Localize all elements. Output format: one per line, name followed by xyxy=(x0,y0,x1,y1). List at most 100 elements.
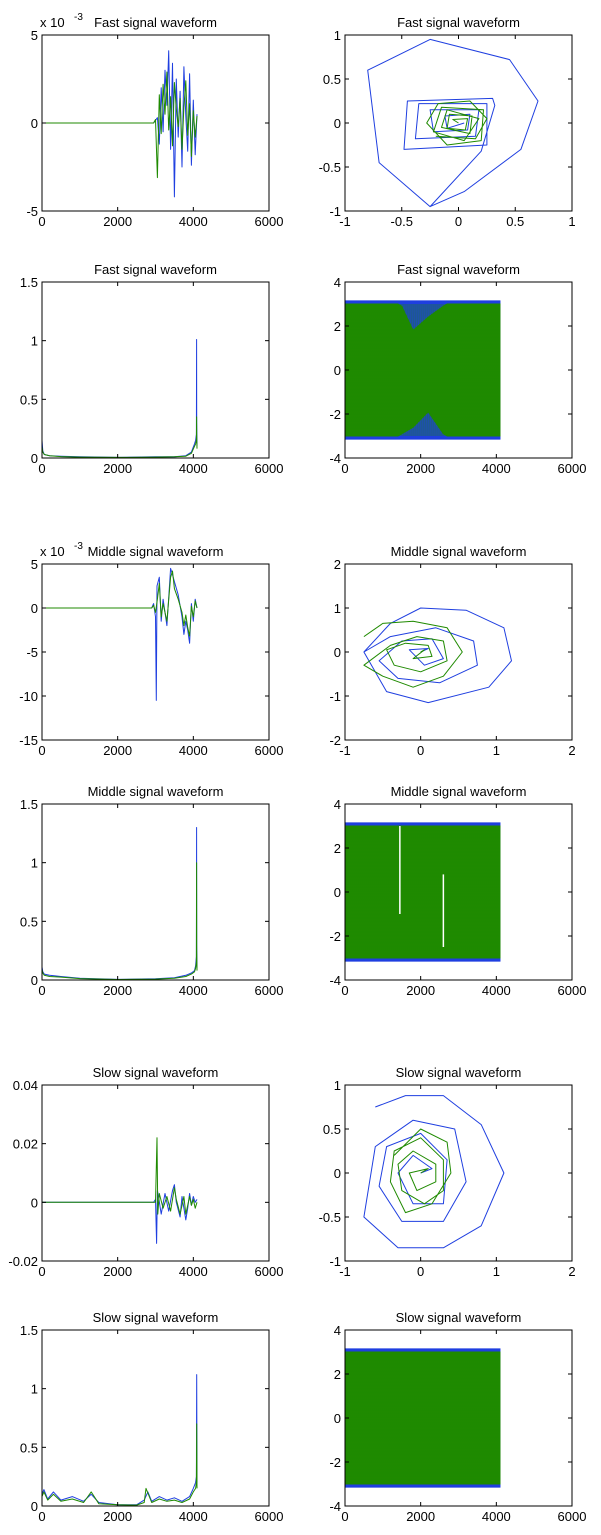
plot-area xyxy=(42,567,198,701)
x-tick-label: 2 xyxy=(568,743,575,758)
axes-box xyxy=(344,1084,573,1262)
x-tick-label: 1 xyxy=(568,214,575,229)
chart-slow-complex: -1 0 1 2 -1 -0.5 0 0.5 1 Slow signal waveform xyxy=(319,1065,576,1279)
plot-area xyxy=(363,607,512,704)
x-tick-label: 2000 xyxy=(406,461,435,476)
axes-box xyxy=(41,1329,270,1507)
y-tick-label: 5 xyxy=(31,557,38,572)
y-exponent-value: -3 xyxy=(74,541,83,552)
series-green-line xyxy=(389,1128,452,1214)
y-tick-label: 1 xyxy=(31,334,38,349)
y-tick-label: -1 xyxy=(329,1254,341,1269)
chart-title: Slow signal waveform xyxy=(396,1065,522,1080)
series-blue-line xyxy=(363,607,512,704)
x-tick-label: 0 xyxy=(341,461,348,476)
y-tick-label: -4 xyxy=(329,1499,341,1514)
y-tick-label: -15 xyxy=(19,733,38,748)
plot-area xyxy=(345,300,501,440)
chart-title: Middle signal waveform xyxy=(88,784,224,799)
y-tick-label: 0.5 xyxy=(20,1440,38,1455)
chart-title: Middle signal waveform xyxy=(391,544,527,559)
axes-box xyxy=(41,803,270,981)
series-blue-line xyxy=(363,1095,505,1249)
x-tick-label: 6000 xyxy=(255,1264,284,1279)
x-tick-label: 1 xyxy=(493,743,500,758)
y-exponent-value: -3 xyxy=(74,12,83,23)
series-green-line xyxy=(363,620,463,688)
chart-title: Fast signal waveform xyxy=(94,15,217,30)
y-tick-label: 5 xyxy=(31,28,38,43)
chart-title: Slow signal waveform xyxy=(93,1310,219,1325)
x-tick-label: 2000 xyxy=(406,1509,435,1524)
y-tick-label: 1 xyxy=(334,28,341,43)
x-tick-label: 6000 xyxy=(255,214,284,229)
chart-fast-phase: 0 2000 4000 6000 -4 -2 0 2 4 Fast signal waveform xyxy=(329,262,586,476)
x-tick-label: 4000 xyxy=(482,983,511,998)
x-tick-label: 2000 xyxy=(406,983,435,998)
y-tick-label: 0.5 xyxy=(323,1122,341,1137)
plot-area xyxy=(363,1095,505,1249)
y-tick-label: 1.5 xyxy=(20,275,38,290)
x-tick-label: -0.5 xyxy=(391,214,413,229)
x-tick-label: 4000 xyxy=(482,1509,511,1524)
x-tick-label: 4000 xyxy=(179,743,208,758)
chart-middle-magnitude: 0 2000 4000 6000 0 0.5 1 1.5 Middle signal wavef… xyxy=(20,784,284,998)
plot-area xyxy=(42,1374,198,1506)
x-tick-label: 0 xyxy=(38,461,45,476)
y-tick-label: -2 xyxy=(329,407,341,422)
x-tick-label: 0 xyxy=(38,214,45,229)
series-green-line xyxy=(42,570,198,637)
x-tick-label: 0 xyxy=(341,1509,348,1524)
axes-box xyxy=(344,563,573,741)
y-tick-label: -5 xyxy=(26,204,38,219)
x-tick-label: 0 xyxy=(455,214,462,229)
y-tick-label: -0.5 xyxy=(319,160,341,175)
y-tick-label: -2 xyxy=(329,1455,341,1470)
y-tick-label: -10 xyxy=(19,689,38,704)
y-tick-label: -4 xyxy=(329,451,341,466)
chart-title: Fast signal waveform xyxy=(94,262,217,277)
y-tick-label: 2 xyxy=(334,1367,341,1382)
chart-middle-time: 0 2000 4000 6000 -15 -10 -5 0 5 Middle signal wav… xyxy=(19,541,283,758)
plot-area xyxy=(42,1137,198,1244)
chart-slow-magnitude: 0 2000 4000 6000 0 0.5 1 1.5 Slow signal wavefor… xyxy=(20,1310,284,1524)
chart-fast-complex: -1 -0.5 0 0.5 1 -1 -0.5 0 0.5 1 Fast signal wavefo… xyxy=(319,15,576,229)
y-tick-label: 4 xyxy=(334,1323,341,1338)
y-tick-label: -2 xyxy=(329,929,341,944)
y-tick-label: 0 xyxy=(334,1411,341,1426)
plot-area xyxy=(345,822,501,962)
x-tick-label: 6000 xyxy=(558,461,587,476)
x-tick-label: 0 xyxy=(38,1509,45,1524)
y-tick-label: 0.02 xyxy=(13,1137,38,1152)
x-tick-label: -1 xyxy=(339,1264,351,1279)
series-blue-line xyxy=(42,567,198,701)
x-tick-label: 4000 xyxy=(179,1264,208,1279)
plot-area xyxy=(367,38,539,208)
x-tick-label: 2000 xyxy=(103,461,132,476)
x-tick-label: 4000 xyxy=(179,461,208,476)
x-tick-label: 6000 xyxy=(255,983,284,998)
y-tick-label: -2 xyxy=(329,733,341,748)
series-blue-line xyxy=(42,339,198,458)
y-exponent-label: x 10 xyxy=(40,15,65,30)
x-tick-label: -1 xyxy=(339,743,351,758)
chart-title: Slow signal waveform xyxy=(93,1065,219,1080)
y-tick-label: 0 xyxy=(31,451,38,466)
y-tick-label: 2 xyxy=(334,319,341,334)
x-tick-label: 0 xyxy=(417,1264,424,1279)
x-tick-label: 1 xyxy=(493,1264,500,1279)
y-tick-label: 1.5 xyxy=(20,1323,38,1338)
axes-box xyxy=(41,281,270,459)
chart-title: Middle signal waveform xyxy=(88,544,224,559)
series-green-line xyxy=(42,1137,198,1215)
y-tick-label: 2 xyxy=(334,557,341,572)
x-tick-label: 4000 xyxy=(482,461,511,476)
series-blue-line xyxy=(42,1374,198,1506)
x-tick-label: 2000 xyxy=(103,214,132,229)
y-tick-label: 0 xyxy=(334,363,341,378)
x-tick-label: 2000 xyxy=(103,1509,132,1524)
